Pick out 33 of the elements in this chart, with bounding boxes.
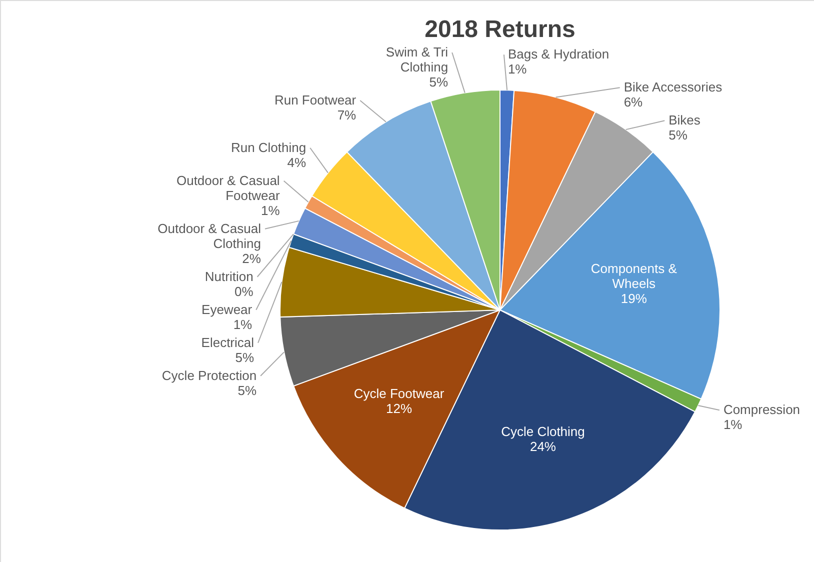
data-label: 2% [242, 250, 262, 266]
slice-label: Outdoor & Casual Footwear [176, 172, 280, 203]
slice-label: Outdoor & Casual Clothing [158, 220, 262, 251]
data-label: 1% [261, 202, 280, 218]
data-label: 1% [723, 417, 743, 432]
data-label: 5% [668, 128, 688, 143]
data-label: 24% [530, 438, 556, 454]
slice-label: Bikes [668, 112, 701, 128]
slice-label: Cycle Clothing [501, 424, 585, 439]
text: 0% [234, 284, 254, 299]
data-label: 12% [386, 401, 412, 416]
category-label: Nutrition [204, 268, 254, 284]
data-label: 6% [624, 94, 644, 110]
data-label: 1% [508, 62, 528, 77]
data-label: 1% [233, 316, 253, 332]
slice-label: Run Clothing [230, 140, 306, 155]
slice-label: Electrical [201, 334, 254, 350]
data-label: 4% [287, 154, 307, 170]
slice-label: Components & Wheels [590, 260, 678, 291]
slice-label: Eyewear [202, 302, 253, 317]
data-label: 5% [238, 382, 258, 398]
slice-label: Compression [723, 402, 800, 418]
slice-label: Cycle Protection [162, 368, 257, 383]
slice-label: Cycle Footwear [354, 386, 445, 402]
slice-label: Swim & Tri Clothing [386, 44, 448, 74]
data-label: 5% [429, 74, 448, 90]
chart-title: 2018 Returns [424, 16, 576, 43]
slice-label: Bags & Hydration [508, 46, 610, 62]
data-label: 19% [620, 290, 648, 306]
data-label: 7% [337, 108, 357, 122]
slice-label: Run Footwear [274, 92, 357, 108]
data-label: 5% [235, 350, 254, 365]
slice-label: Bike Accessories [624, 80, 723, 95]
